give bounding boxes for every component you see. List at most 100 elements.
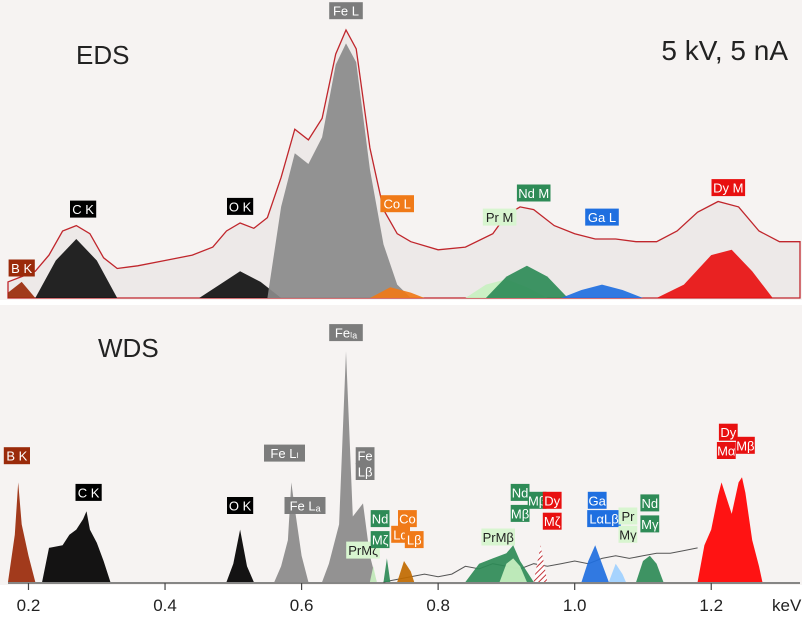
wds-peak-label-text: Lβ [358, 464, 373, 479]
wds-peak-label-text: Mζ [544, 514, 561, 529]
wds-x-tick-label: 0.8 [426, 596, 450, 615]
wds-peak-label-text: Mγ [641, 517, 659, 532]
eds-peak-label-4: Co L [380, 195, 414, 213]
eds-series-nd-m [485, 265, 568, 298]
eds-peak-label-7: Ga L [585, 208, 619, 226]
wds-peak-label-3: Fe Lₗ [264, 444, 305, 462]
wds-peak-label-box [355, 447, 375, 465]
wds-peak-label-19: Mζ [542, 512, 562, 530]
wds-peak-label-text: Co [399, 512, 416, 527]
eds-peak-label-2: O K [227, 197, 254, 215]
wds-peak-label-text: Mβ [528, 493, 546, 508]
wds-peak-label-box [718, 423, 738, 441]
wds-peak-label-box [370, 510, 390, 528]
wds-peak-label-23: Mγ [618, 525, 638, 543]
wds-peak-label-box [587, 491, 607, 509]
wds-x-tick-label: 0.6 [290, 596, 314, 615]
eds-peak-label-0: B K [8, 259, 35, 277]
wds-peak-label-18: Dy [542, 491, 562, 509]
wds-peak-label-box [398, 510, 417, 528]
eds-peak-label-text: Fe L [333, 4, 359, 19]
wds-peak-label-box [587, 510, 621, 528]
wds-peak-label-28: Mβ [736, 436, 755, 454]
wds-peak-label-box [542, 491, 562, 509]
eds-peak-label-text: Ga L [588, 210, 616, 225]
wds-series-nd-m [636, 555, 664, 582]
wds-peak-label-box [370, 531, 390, 549]
wds-peak-label-5: Feₗₐ [329, 324, 363, 342]
wds-series-layer [8, 351, 763, 582]
wds-series-pr-m [608, 563, 626, 582]
wds-peak-label-text: PrMβ [483, 530, 514, 545]
wds-peak-label-text: Nd [372, 512, 389, 527]
wds-series-b-k [8, 482, 36, 582]
wds-peak-label-text: Nd [641, 496, 658, 511]
wds-peak-label-box [481, 528, 515, 546]
wds-x-axis-unit: keV [772, 596, 802, 615]
wds-series-fe-ll [274, 482, 309, 582]
wds-peak-label-20: Ga [587, 491, 607, 509]
wds-peak-label-16: Mβ [510, 504, 530, 522]
eds-peak-label-box [70, 200, 97, 218]
wds-x-tick-label: 0.2 [17, 596, 41, 615]
wds-peak-label-9: Nd [370, 510, 390, 528]
wds-peak-label-box [527, 491, 547, 509]
wds-peak-label-text: Lα [393, 527, 408, 542]
wds-series-pr-m [499, 558, 527, 582]
eds-title: EDS [76, 40, 129, 70]
wds-peak-label-21: LαLβ [587, 510, 621, 528]
wds-peak-label-10: Mζ [370, 531, 390, 549]
wds-series-fe-l [322, 351, 377, 582]
eds-peak-label-6: Nd M [516, 184, 551, 202]
wds-peak-label-text: Pr [621, 509, 635, 524]
wds-x-ticks: 0.2 0.4 0.6 0.8 1.0 1.2 keV [17, 583, 802, 615]
eds-peak-label-text: Nd M [518, 186, 549, 201]
wds-peak-label-text: Mα [717, 444, 736, 459]
wds-peak-label-box [618, 507, 638, 525]
wds-peak-label-text: B K [6, 449, 27, 464]
wds-series-dy-m [533, 545, 548, 582]
eds-series-dy-m [656, 249, 773, 298]
wds-peak-label-text: Fe [357, 449, 372, 464]
eds-peak-label-text: B K [11, 261, 32, 276]
wds-peak-label-2: O K [227, 497, 254, 514]
wds-peak-label-text: Mγ [619, 527, 637, 542]
eds-peak-label-box [329, 2, 363, 20]
wds-peak-label-text: Fe Lₗ [270, 446, 298, 461]
wds-x-tick-label: 1.0 [563, 596, 587, 615]
wds-peak-label-14: PrMβ [481, 528, 515, 546]
wds-peak-label-text: Mβ [736, 438, 754, 453]
wds-peak-label-box [510, 483, 530, 501]
wds-peak-label-box [284, 497, 326, 514]
wds-peak-label-box [640, 515, 660, 533]
wds-peak-label-4: Fe Lₐ [284, 497, 326, 514]
eds-peak-label-1: C K [70, 200, 97, 218]
eds-peak-label-box [516, 184, 551, 202]
wds-title: WDS [98, 333, 159, 363]
eds-peak-label-box [380, 195, 414, 213]
wds-peak-label-1: C K [75, 483, 102, 501]
eds-peak-label-3: Fe L [329, 2, 363, 20]
eds-series-fe-l [267, 43, 411, 299]
wds-x-tick-label: 0.4 [153, 596, 177, 615]
eds-peak-label-box [482, 208, 517, 226]
wds-peak-label-15: Nd [510, 483, 530, 501]
eds-peak-label-text: O K [229, 199, 252, 214]
eds-peak-label-text: C K [72, 202, 94, 217]
wds-peak-label-box [542, 512, 562, 530]
wds-peak-label-text: Ga [589, 493, 607, 508]
wds-peak-label-box [329, 324, 363, 342]
eds-series-co-l [369, 287, 425, 298]
wds-peak-label-text: Dy [720, 425, 736, 440]
wds-peak-label-box [404, 531, 424, 549]
wds-peak-label-box [716, 442, 736, 459]
wds-series-ga-l [581, 545, 609, 582]
wds-peak-label-27: Mα [716, 442, 736, 459]
wds-peak-label-17: Mβ [527, 491, 547, 509]
eds-peak-label-5: Pr M [482, 208, 517, 226]
wds-peak-label-11: Co [398, 510, 417, 528]
wds-peak-label-7: Lβ [355, 463, 375, 480]
eds-peak-label-8: Dy M [711, 179, 746, 197]
wds-peak-label-24: Nd [640, 494, 660, 512]
